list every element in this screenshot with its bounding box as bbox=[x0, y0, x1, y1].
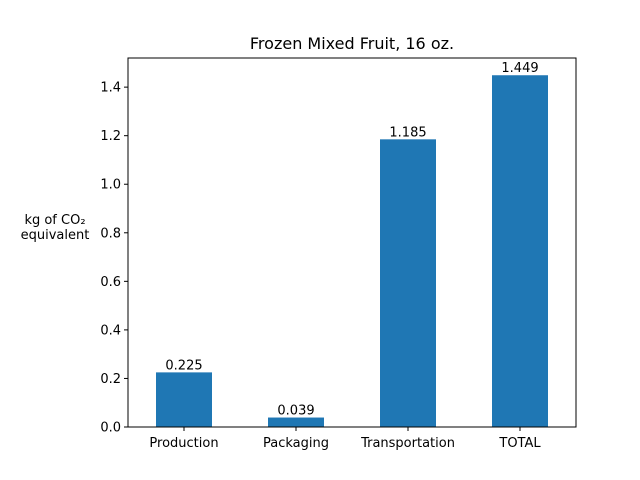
y-tick-label-3: 0.6 bbox=[100, 275, 121, 290]
y-axis-label-line-2: equivalent bbox=[21, 228, 90, 243]
y-tick-label-0: 0.0 bbox=[100, 421, 121, 436]
x-tick-label-transportation: Transportation bbox=[360, 436, 455, 451]
y-tick-label-1: 0.2 bbox=[100, 372, 121, 387]
x-tick-label-packaging: Packaging bbox=[263, 436, 329, 451]
y-tick-label-2: 0.4 bbox=[100, 323, 121, 338]
y-axis-ticks: 0.0 0.2 0.4 0.6 0.8 1.0 1.2 1.4 bbox=[100, 81, 128, 436]
bar-packaging bbox=[268, 417, 324, 427]
y-tick-label-5: 1.0 bbox=[100, 178, 121, 193]
x-tick-label-production: Production bbox=[149, 436, 218, 451]
data-label-packaging: 0.039 bbox=[277, 404, 314, 419]
y-tick-label-7: 1.4 bbox=[100, 81, 121, 96]
bars bbox=[156, 75, 548, 428]
bar-total bbox=[492, 75, 548, 428]
x-axis-ticks: Production Packaging Transportation TOTAL bbox=[149, 427, 541, 451]
bar-transportation bbox=[380, 139, 436, 427]
plot-frame bbox=[127, 57, 577, 428]
data-label-transportation: 1.185 bbox=[389, 125, 426, 140]
y-tick-label-6: 1.2 bbox=[100, 129, 121, 144]
data-label-total: 1.449 bbox=[501, 61, 538, 76]
x-tick-label-total: TOTAL bbox=[498, 436, 541, 451]
bar-production bbox=[156, 372, 212, 427]
data-label-production: 0.225 bbox=[165, 358, 202, 373]
y-tick-label-4: 0.8 bbox=[100, 226, 121, 241]
data-labels: 0.225 0.039 1.185 1.449 bbox=[165, 61, 538, 418]
chart-title: Frozen Mixed Fruit, 16 oz. bbox=[250, 34, 454, 53]
y-axis-label-line-1: kg of CO₂ bbox=[24, 213, 85, 228]
